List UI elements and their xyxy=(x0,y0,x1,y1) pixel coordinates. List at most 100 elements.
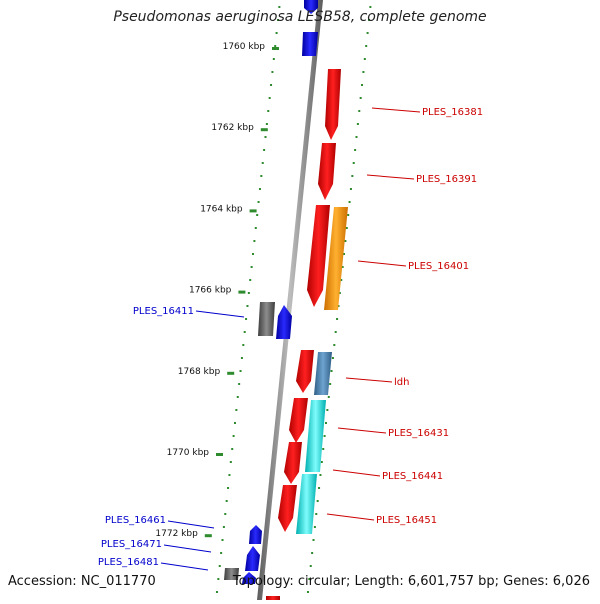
guide-dot xyxy=(315,513,318,515)
guide-dot xyxy=(338,292,341,294)
guide-dot xyxy=(250,266,253,268)
guide-dot xyxy=(348,201,351,203)
scale-tick-label: 1766 kbp xyxy=(189,286,232,296)
guide-dot xyxy=(257,201,260,203)
guide-dots xyxy=(215,6,372,593)
gene-arrow-ples-16461[interactable] xyxy=(249,525,262,544)
gene-label-ples-16391[interactable]: PLES_16391 xyxy=(416,174,477,185)
gene-arrow-orange[interactable] xyxy=(324,207,348,310)
guide-dot xyxy=(324,422,327,424)
guide-dot xyxy=(254,227,257,229)
guide-dot xyxy=(271,71,274,73)
gene-arrow-steel[interactable] xyxy=(314,352,332,395)
guide-dot xyxy=(264,136,267,138)
guide-dot xyxy=(235,409,238,411)
guide-dot xyxy=(236,396,239,398)
guide-dot xyxy=(352,162,355,164)
guide-dot xyxy=(362,71,365,73)
gene-label-ples-16431[interactable]: PLES_16431 xyxy=(388,428,449,439)
guide-dot xyxy=(349,188,352,190)
guide-dot xyxy=(260,175,263,177)
guide-dot xyxy=(320,461,323,463)
guide-dot xyxy=(220,552,223,554)
gene-leader-line xyxy=(332,469,381,477)
guide-dot xyxy=(329,383,332,385)
guide-dot xyxy=(336,318,339,320)
guide-dot xyxy=(256,214,259,216)
guide-dot xyxy=(233,422,236,424)
gene-arrow-cyan-2[interactable] xyxy=(296,474,317,534)
scale-tick xyxy=(204,534,212,538)
gene-arrow-ldh[interactable] xyxy=(296,350,314,393)
gene-arrows xyxy=(224,0,348,600)
scale-tick-label: 1764 kbp xyxy=(200,204,243,214)
gene-label-ples-16481[interactable]: PLES_16481 xyxy=(98,557,159,568)
guide-dot xyxy=(270,84,273,86)
gene-label-ples-16411[interactable]: PLES_16411 xyxy=(133,306,194,317)
guide-dot xyxy=(224,513,227,515)
gene-arrow-ples-16401[interactable] xyxy=(307,205,330,307)
gene-arrow-bottom-partial[interactable] xyxy=(266,596,280,600)
gene-label-ples-16401[interactable]: PLES_16401 xyxy=(408,261,469,272)
scale-tick xyxy=(227,371,235,375)
guide-dot xyxy=(319,474,322,476)
guide-dot xyxy=(227,487,230,489)
guide-dot xyxy=(326,409,329,411)
guide-dot xyxy=(358,110,361,112)
guide-dot xyxy=(343,253,346,255)
gene-label-ples-16381[interactable]: PLES_16381 xyxy=(422,107,483,118)
guide-dot xyxy=(258,188,261,190)
guide-dot xyxy=(367,19,370,21)
guide-dot xyxy=(222,526,225,528)
gene-label-ples-16451[interactable]: PLES_16451 xyxy=(376,515,437,526)
gene-arrow-ples-16381[interactable] xyxy=(325,69,341,140)
guide-dot xyxy=(242,344,245,346)
gene-arrow-gray-16481[interactable] xyxy=(224,568,239,580)
gene-labels: PLES_16381 PLES_16391 PLES_16401 PLES_16411… xyxy=(98,107,483,571)
guide-dot xyxy=(306,591,309,593)
gene-leader-line xyxy=(357,260,407,267)
guide-dot xyxy=(369,6,372,8)
topology-text: Topology: circular; Length: 6,601,757 bp… xyxy=(232,574,590,589)
guide-dot xyxy=(311,552,314,554)
gene-label-ples-16471[interactable]: PLES_16471 xyxy=(101,539,162,550)
scale-tick xyxy=(238,290,246,294)
gene-leader-line xyxy=(345,377,393,383)
gene-arrow-ples-16431[interactable] xyxy=(289,398,308,443)
gene-arrow-ples-16441[interactable] xyxy=(284,442,302,484)
guide-dot xyxy=(333,344,336,346)
gene-arrow-ples-16481[interactable] xyxy=(242,572,256,584)
gene-arrow-ples-16411[interactable] xyxy=(276,305,292,339)
gene-arrow-ples-16451[interactable] xyxy=(278,485,297,532)
guide-dot xyxy=(217,578,220,580)
guide-dot xyxy=(229,461,232,463)
guide-dot xyxy=(240,357,243,359)
gene-arrow-cyan-1[interactable] xyxy=(305,400,326,472)
guide-dot xyxy=(261,162,264,164)
gene-arrow-gray-16411[interactable] xyxy=(258,302,275,336)
gene-arrow-ples-16471[interactable] xyxy=(245,546,260,571)
gene-label-ples-16441[interactable]: PLES_16441 xyxy=(382,471,443,482)
scale-tick-label: 1768 kbp xyxy=(178,367,221,377)
gene-arrow-ples-16391[interactable] xyxy=(318,143,336,200)
guide-dot xyxy=(249,279,252,281)
guide-dot xyxy=(318,487,321,489)
guide-dot xyxy=(221,539,224,541)
guide-dot xyxy=(245,318,248,320)
gene-label-ples-16461[interactable]: PLES_16461 xyxy=(105,515,166,526)
guide-dot xyxy=(344,240,347,242)
guide-dot xyxy=(340,279,343,281)
guide-dot xyxy=(337,305,340,307)
scale-tick-label: 1760 kbp xyxy=(223,42,266,52)
gene-arrow-top-blue[interactable] xyxy=(302,32,318,56)
guide-dot xyxy=(276,19,279,21)
scale-tick xyxy=(216,453,223,456)
gene-arrow-top-partial[interactable] xyxy=(304,0,318,14)
gene-label-ldh[interactable]: ldh xyxy=(394,377,409,388)
guide-dot xyxy=(366,32,369,34)
guide-dot xyxy=(359,97,362,99)
gene-leader-line xyxy=(326,513,375,521)
guide-dot xyxy=(263,149,266,151)
